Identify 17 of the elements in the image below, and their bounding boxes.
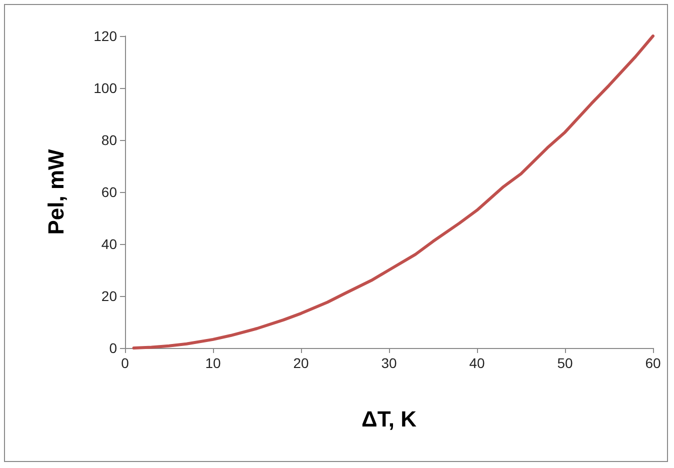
y-axis-title: Pel, mW	[44, 148, 68, 235]
x-tick-label: 20	[293, 355, 309, 371]
y-tick-label: 0	[109, 340, 118, 356]
x-tick-label: 30	[381, 355, 397, 371]
x-axis-title: ΔT, K	[362, 406, 417, 432]
x-tick-label: 60	[645, 355, 661, 371]
x-tick-label: 0	[121, 355, 130, 371]
x-tick-label: 40	[469, 355, 485, 371]
y-tick-label: 40	[101, 236, 118, 252]
line-series	[132, 34, 654, 350]
y-tick-label: 80	[101, 132, 118, 148]
y-tick-label: 60	[101, 184, 118, 200]
x-tick-label: 10	[205, 355, 221, 371]
y-tick-label: 20	[101, 288, 118, 304]
y-tick-label: 100	[94, 80, 118, 96]
y-tick-label: 120	[94, 28, 118, 44]
x-tick-label: 50	[557, 355, 573, 371]
